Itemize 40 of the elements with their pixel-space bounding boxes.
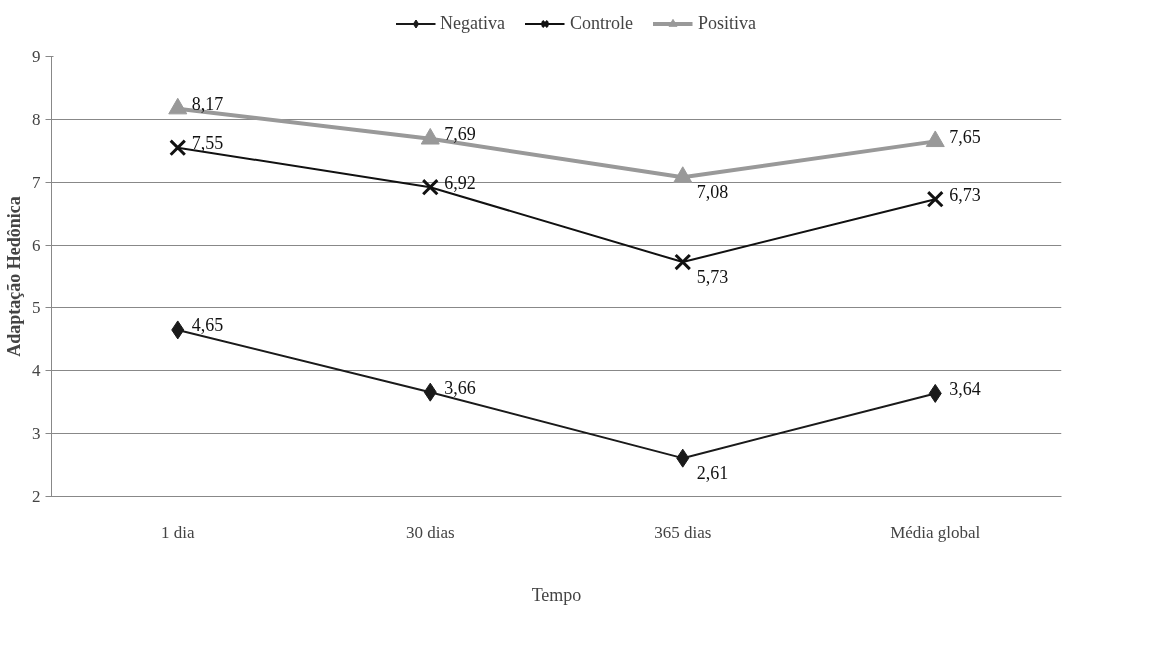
data-label: 3,64	[949, 378, 981, 399]
data-label: 8,17	[191, 94, 224, 115]
x-tick-label: Média global	[890, 522, 981, 542]
point	[676, 448, 690, 468]
x-axis-title: Tempo	[531, 584, 582, 605]
point	[423, 382, 437, 402]
point	[673, 166, 693, 183]
point	[928, 383, 942, 403]
point	[171, 320, 185, 340]
legend-label: Positiva	[697, 12, 756, 34]
x-tick-label: 1 dia	[160, 522, 195, 542]
x-tick-label: 365 dias	[654, 522, 712, 542]
data-label: 5,73	[696, 266, 729, 287]
y-tick-label: 9	[32, 47, 41, 66]
y-axis-title: Adaptação Hedônica	[4, 196, 24, 357]
data-label: 3,66	[444, 377, 476, 398]
data-label: 7,65	[949, 126, 981, 147]
data-label: 7,08	[696, 181, 729, 202]
data-label: 7,55	[191, 133, 224, 154]
point	[674, 253, 692, 271]
point	[421, 178, 439, 196]
legend-label: Controle	[569, 12, 633, 34]
point	[925, 130, 945, 148]
legend-label: Negativa	[440, 12, 505, 34]
point	[168, 97, 188, 115]
y-tick-label: 8	[32, 109, 41, 129]
y-tick-label: 6	[32, 235, 41, 255]
data-label: 2,61	[696, 462, 729, 483]
y-tick-label: 7	[32, 172, 41, 192]
y-tick-label: 3	[32, 424, 41, 444]
point	[420, 127, 440, 145]
data-label: 6,73	[949, 184, 981, 205]
y-tick-label: 5	[32, 298, 41, 318]
x-tick-label: 30 dias	[405, 522, 455, 542]
point	[926, 190, 944, 208]
data-label: 7,69	[444, 124, 476, 145]
data-label: 4,65	[191, 315, 224, 336]
data-label: 6,92	[444, 172, 476, 193]
y-tick-label: 4	[32, 361, 41, 381]
y-tick-label: 2	[32, 487, 41, 506]
